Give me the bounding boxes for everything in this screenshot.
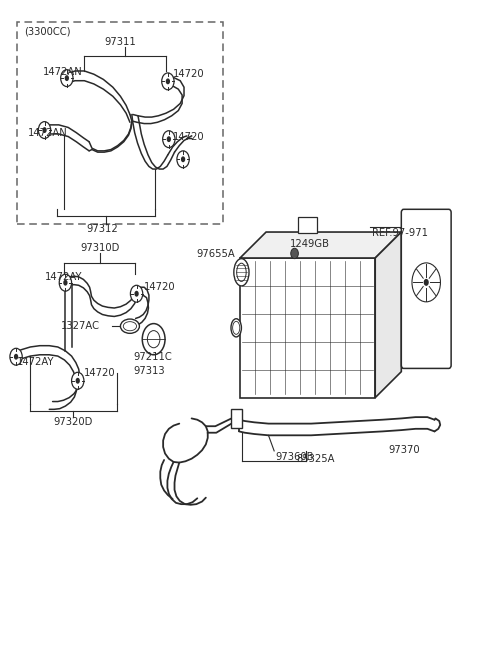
Circle shape bbox=[42, 127, 47, 133]
Circle shape bbox=[177, 151, 189, 168]
Text: 97370: 97370 bbox=[388, 445, 420, 455]
Circle shape bbox=[38, 122, 51, 138]
Text: 14720: 14720 bbox=[144, 282, 176, 292]
Circle shape bbox=[65, 75, 69, 81]
FancyBboxPatch shape bbox=[240, 258, 375, 398]
FancyBboxPatch shape bbox=[231, 409, 242, 428]
Circle shape bbox=[167, 136, 171, 142]
Ellipse shape bbox=[234, 259, 249, 286]
Ellipse shape bbox=[120, 319, 139, 333]
Polygon shape bbox=[240, 232, 401, 258]
Text: 1327AC: 1327AC bbox=[60, 320, 100, 331]
Text: (3300CC): (3300CC) bbox=[24, 26, 71, 37]
Circle shape bbox=[14, 354, 18, 360]
Circle shape bbox=[60, 69, 73, 86]
Text: 1472AN: 1472AN bbox=[43, 67, 83, 77]
Circle shape bbox=[181, 157, 185, 162]
Text: 97310D: 97310D bbox=[80, 243, 119, 253]
Circle shape bbox=[142, 324, 165, 355]
Text: 85325A: 85325A bbox=[296, 454, 335, 464]
Circle shape bbox=[10, 348, 22, 365]
Circle shape bbox=[59, 274, 72, 291]
Text: 97360B: 97360B bbox=[275, 453, 313, 462]
Circle shape bbox=[291, 248, 299, 259]
Circle shape bbox=[162, 73, 174, 90]
Text: 97313: 97313 bbox=[133, 366, 165, 376]
Circle shape bbox=[163, 131, 175, 147]
Text: 1249GB: 1249GB bbox=[290, 239, 330, 250]
FancyBboxPatch shape bbox=[298, 217, 317, 233]
Text: 97320D: 97320D bbox=[53, 417, 93, 427]
FancyBboxPatch shape bbox=[401, 210, 451, 368]
Circle shape bbox=[166, 79, 170, 84]
Circle shape bbox=[134, 291, 139, 297]
Text: 97311: 97311 bbox=[105, 37, 136, 47]
Circle shape bbox=[131, 286, 143, 302]
Text: 1472AY: 1472AY bbox=[45, 272, 82, 282]
Text: REF.97-971: REF.97-971 bbox=[372, 229, 428, 238]
Text: 97655A: 97655A bbox=[196, 249, 235, 259]
Circle shape bbox=[424, 279, 429, 286]
Text: 1472AY: 1472AY bbox=[17, 357, 55, 367]
Circle shape bbox=[75, 378, 80, 384]
Text: 14720: 14720 bbox=[173, 69, 204, 79]
Text: 14720: 14720 bbox=[173, 132, 204, 142]
Text: 14720: 14720 bbox=[84, 368, 115, 378]
Ellipse shape bbox=[231, 319, 241, 337]
Circle shape bbox=[72, 372, 84, 389]
Polygon shape bbox=[375, 232, 401, 398]
Circle shape bbox=[63, 280, 68, 286]
Text: 97312: 97312 bbox=[86, 224, 118, 234]
Text: 97211C: 97211C bbox=[133, 352, 172, 362]
Text: 1472AN: 1472AN bbox=[27, 128, 67, 138]
